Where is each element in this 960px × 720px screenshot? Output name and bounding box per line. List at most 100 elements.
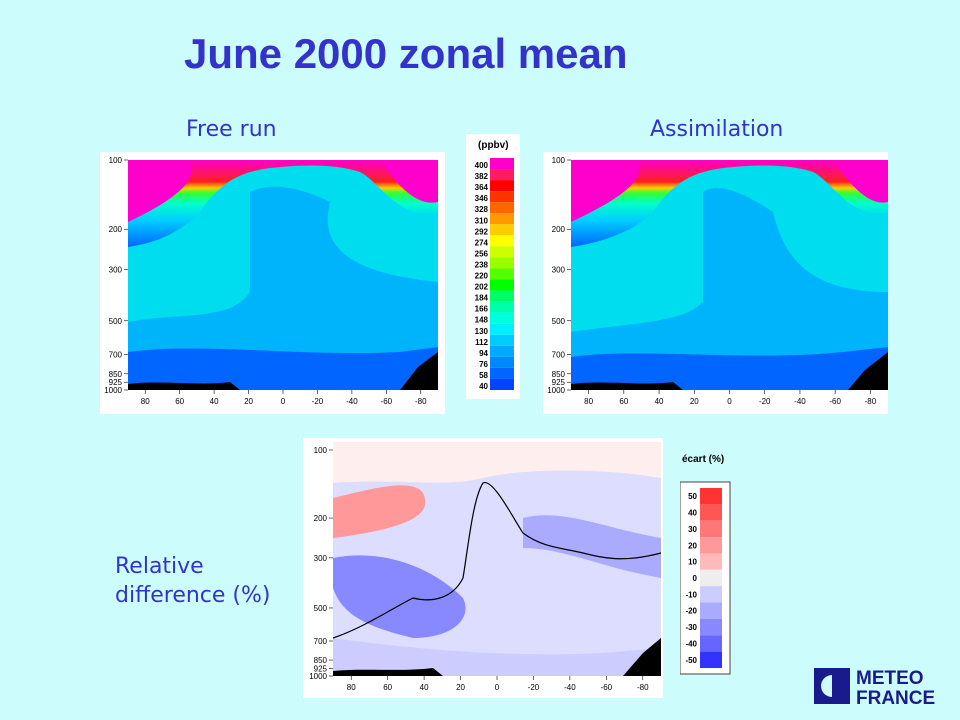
logo-line2: FRANCE — [856, 688, 935, 708]
assimilation-y-tick-label: 100 — [552, 156, 566, 165]
colorbar-ppbv-label: 184 — [475, 294, 489, 303]
diff-x-tick-label: 20 — [456, 683, 465, 692]
colorbar-ppbv-label: 382 — [475, 172, 489, 181]
free-run-y-tick-label: 100 — [109, 156, 123, 165]
assimilation-x-tick-label: 40 — [655, 397, 664, 406]
free-run-x-tick-label: 80 — [141, 397, 150, 406]
colorbar-ecart-title: écart (%) — [682, 454, 724, 465]
diff-y-tick-label: 100 — [314, 446, 328, 455]
colorbar-ppbv-label: 94 — [479, 349, 488, 358]
colorbar-ppbv-label: 400 — [475, 161, 489, 170]
colorbar-ppbv-swatch — [490, 180, 514, 192]
colorbar-ecart-swatch — [700, 520, 722, 538]
relative-difference-panel: 100 200 300 500 700 850 925 1000 80 60 40 20 0 -20 -4… — [303, 438, 663, 698]
colorbar-ppbv-label: 238 — [475, 260, 489, 269]
assimilation-y-tick-label: 500 — [552, 317, 566, 326]
colorbar-ppbv-label: 130 — [475, 327, 489, 336]
colorbar-ecart-label: 20 — [688, 541, 697, 550]
colorbar-ecart-swatch — [700, 504, 722, 521]
diff-x-tick-label: 0 — [495, 683, 500, 692]
free-run-x-tick-label: -60 — [381, 397, 393, 406]
diff-y-tick-label: 200 — [314, 514, 328, 523]
assimilation-y-tick-label: 850 — [552, 370, 566, 379]
colorbar-ppbv-swatch — [490, 334, 514, 346]
colorbar-ppbv-swatch — [490, 158, 514, 170]
colorbar-ecart-swatch — [700, 602, 722, 619]
free-run-x-tick-label: -40 — [346, 397, 358, 406]
diff-x-tick-label: -40 — [564, 683, 576, 692]
colorbar-ecart-swatch — [700, 635, 722, 652]
colorbar-ecart-swatch — [700, 553, 722, 570]
colorbar-ecart-label: 0 — [693, 574, 698, 583]
label-relative-difference-line1: Relative — [115, 554, 204, 579]
colorbar-ppbv-swatch — [490, 367, 514, 379]
colorbar-ecart-swatch — [700, 488, 722, 505]
assimilation-x-tick-label: 80 — [584, 397, 593, 406]
assimilation-y-tick-label: 925 — [552, 378, 566, 387]
assimilation-x-tick-label: -60 — [829, 397, 841, 406]
colorbar-ppbv-swatch — [490, 224, 514, 236]
colorbar-ecart-swatch — [700, 651, 722, 668]
colorbar-ppbv-swatch — [490, 356, 514, 368]
assimilation-y-tick-label: 1000 — [547, 386, 565, 395]
colorbar-ecart-label: 50 — [688, 492, 697, 501]
diff-x-tick-label: 60 — [383, 683, 392, 692]
colorbar-ppbv-swatch — [490, 202, 514, 214]
colorbar-ppbv-swatch — [490, 246, 514, 258]
diff-x-tick-label: -80 — [637, 683, 649, 692]
colorbar-ecart-label: -50 — [685, 656, 697, 665]
free-run-x-tick-label: 60 — [175, 397, 184, 406]
diff-y-tick-label: 700 — [314, 637, 328, 646]
colorbar-ppbv-swatch — [490, 323, 514, 335]
colorbar-ppbv-label: 328 — [475, 205, 489, 214]
colorbar-ppbv-swatch — [490, 213, 514, 225]
assimilation-x-tick-label: -20 — [759, 397, 771, 406]
colorbar-ppbv-label: 346 — [475, 194, 489, 203]
logo-line1: METEO — [856, 668, 924, 689]
free-run-x-tick-label: -20 — [312, 397, 324, 406]
colorbar-ppbv-swatch — [490, 257, 514, 269]
colorbar-ecart-label: -40 — [685, 639, 697, 648]
colorbar-ppbv-swatch — [490, 378, 514, 390]
colorbar-ecart: écart (%) 50 40 30 20 10 0 -10 -20 -30 -40 -50 — [680, 454, 731, 675]
colorbar-ppbv-swatch — [490, 312, 514, 324]
colorbar-ppbv-swatch — [490, 301, 514, 313]
diff-x-ticks: 80 60 40 20 0 -20 -40 -60 -80 — [347, 676, 649, 692]
free-run-y-tick-label: 300 — [109, 266, 123, 275]
colorbar-ecart-label: -30 — [685, 623, 697, 632]
colorbar-ecart-label: -10 — [685, 590, 697, 599]
colorbar-ppbv-label: 76 — [479, 360, 488, 369]
diff-y-tick-label: 1000 — [309, 672, 327, 681]
assimilation-y-tick-label: 700 — [552, 350, 566, 359]
colorbar-ppbv-label: 292 — [475, 227, 489, 236]
assimilation-y-tick-label: 200 — [552, 225, 566, 234]
colorbar-ecart-label: 10 — [688, 558, 697, 567]
colorbar-ppbv: (ppbv) 400 382 364 346 328 310 292 274 256 238 220… — [475, 140, 514, 391]
label-relative-difference: Relative difference (%) — [115, 552, 271, 610]
label-assimilation: Assimilation — [650, 117, 784, 142]
colorbar-ecart-swatches: 50 40 30 20 10 0 -10 -20 -30 -40 -50 — [685, 488, 722, 668]
colorbar-ecart-swatch — [700, 537, 722, 554]
assimilation-x-tick-label: 60 — [619, 397, 628, 406]
assimilation-y-tick-label: 300 — [552, 266, 566, 275]
diff-x-tick-label: 40 — [420, 683, 429, 692]
colorbar-ppbv-swatch — [490, 268, 514, 280]
colorbar-ppbv-title: (ppbv) — [478, 140, 509, 151]
label-free-run: Free run — [186, 117, 277, 142]
diff-y-tick-label: 300 — [314, 554, 328, 563]
free-run-y-tick-label: 500 — [109, 317, 123, 326]
free-run-y-tick-label: 700 — [109, 350, 123, 359]
colorbar-ppbv-panel: (ppbv) 400 382 364 346 328 310 292 274 256 238 220… — [466, 134, 520, 399]
diff-y-tick-label: 850 — [314, 656, 328, 665]
assimilation-x-ticks: 80 60 40 20 0 -20 -40 -60 -80 — [584, 390, 877, 406]
free-run-x-ticks: 80 60 40 20 0 -20 -40 -60 -80 — [141, 390, 427, 406]
assimilation-x-tick-label: 20 — [690, 397, 699, 406]
diff-y-tick-label: 500 — [314, 604, 328, 613]
colorbar-ppbv-swatch — [490, 290, 514, 302]
colorbar-ecart-swatch — [700, 586, 722, 603]
